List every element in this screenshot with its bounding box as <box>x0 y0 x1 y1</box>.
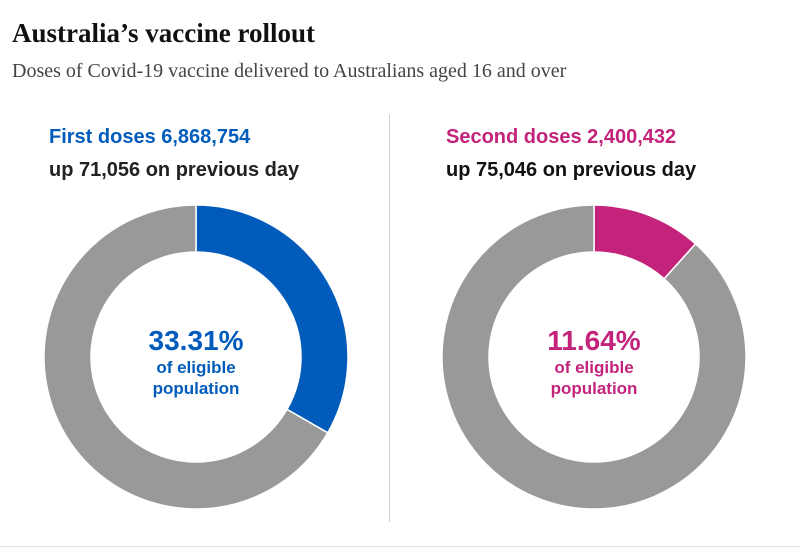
first-doses-remaining-slice <box>43 204 329 510</box>
second-doses-eligible-label-2: population <box>550 379 638 398</box>
first-doses-panel: First doses 6,868,754 up 71,056 on previ… <box>0 0 380 552</box>
first-doses-slice <box>195 204 349 434</box>
second-doses-change: up 75,046 on previous day <box>446 159 697 181</box>
second-doses-panel: Second doses 2,400,432 up 75,046 on prev… <box>400 0 780 552</box>
first-doses-eligible-label-1: of eligible <box>156 358 236 377</box>
second-doses-center-label: 11.64% of eligible population <box>441 204 747 510</box>
second-doses-eligible-label-1: of eligible <box>554 358 634 377</box>
first-doses-change: up 71,056 on previous day <box>49 159 300 181</box>
second-doses-donut-svg <box>441 204 747 510</box>
panel-divider <box>389 114 390 522</box>
second-doses-percent: 11.64% <box>547 325 641 356</box>
bottom-rule <box>0 546 800 547</box>
second-doses-remaining-slice <box>441 204 747 510</box>
second-doses-donut: 11.64% of eligible population <box>441 204 747 510</box>
first-doses-center-label: 33.31% of eligible population <box>43 204 349 510</box>
first-doses-percent: 33.31% <box>148 325 244 356</box>
first-doses-eligible-label-2: population <box>152 379 240 398</box>
second-doses-headline: Second doses 2,400,432 <box>446 126 677 148</box>
chart-title: Australia’s vaccine rollout <box>12 18 315 48</box>
first-doses-headline: First doses 6,868,754 <box>49 126 251 148</box>
first-doses-donut: 33.31% of eligible population <box>43 204 349 510</box>
chart-subtitle: Doses of Covid-19 vaccine delivered to A… <box>12 60 567 82</box>
first-doses-donut-svg <box>43 204 349 510</box>
